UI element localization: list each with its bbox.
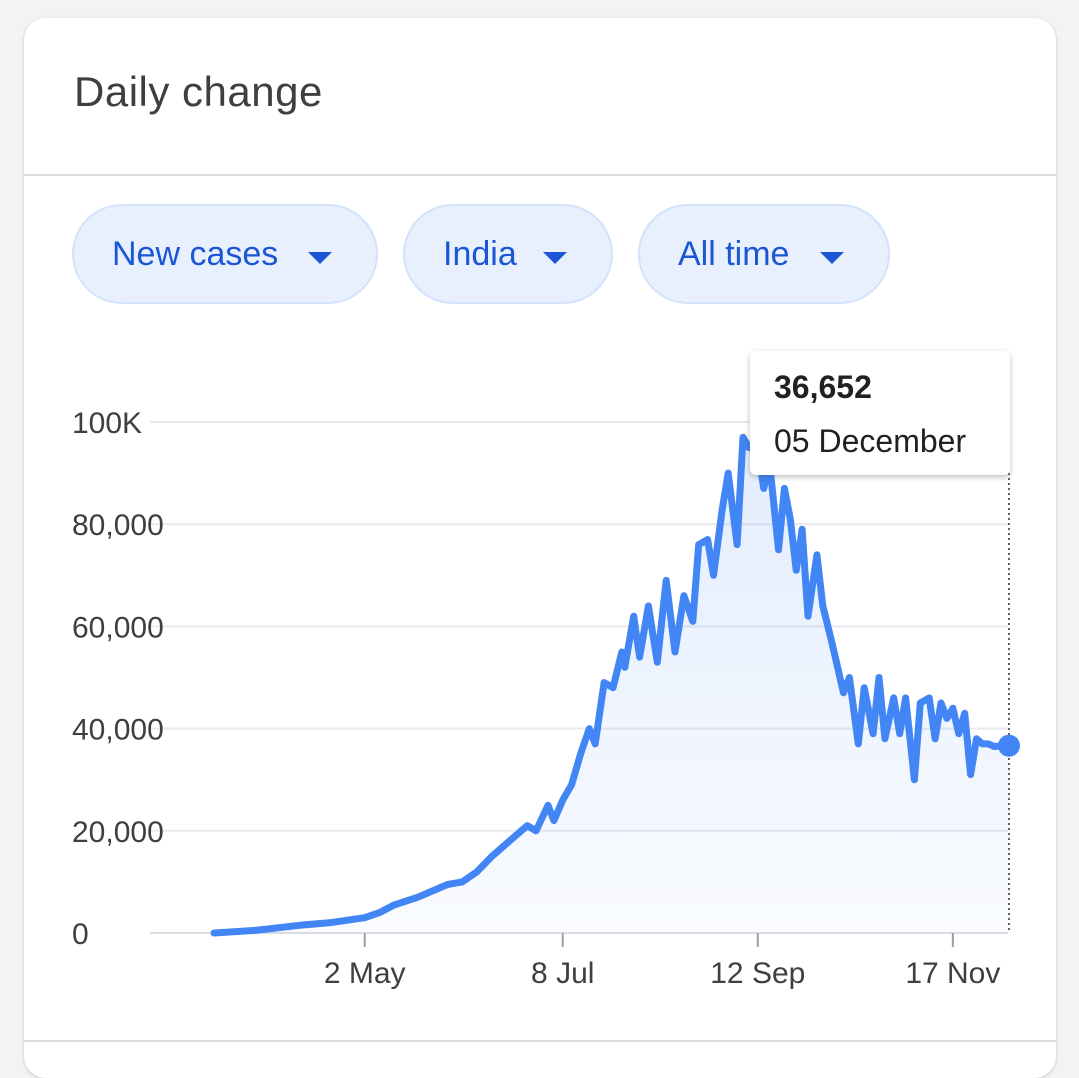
- metric-dropdown[interactable]: New cases: [72, 204, 378, 304]
- y-tick-label: 100K: [72, 407, 142, 440]
- x-tick-label: 8 Jul: [531, 957, 594, 990]
- range-dropdown[interactable]: All time: [638, 204, 890, 304]
- series-line: [210, 433, 1013, 937]
- hover-point: [998, 734, 1020, 757]
- x-tick-label: 2 May: [324, 957, 406, 990]
- header-divider: [24, 174, 1056, 176]
- metric-dropdown-label: New cases: [112, 234, 279, 273]
- caret-down-icon: [308, 252, 332, 264]
- range-dropdown-label: All time: [678, 234, 790, 273]
- y-axis-labels: 0 20,000 40,000 60,000 80,000 100K: [72, 407, 164, 951]
- region-dropdown-label: India: [443, 234, 517, 273]
- series-area: [214, 437, 1009, 933]
- y-tick-label: 0: [72, 918, 89, 951]
- caret-down-icon: [820, 252, 844, 264]
- y-tick-label: 60,000: [72, 611, 164, 644]
- tooltip-date: 05 December: [774, 423, 967, 459]
- x-tick-label: 17 Nov: [905, 957, 1000, 990]
- daily-change-chart[interactable]: 0 20,000 40,000 60,000 80,000 100K 2 May 8 Jul…: [24, 18, 1056, 1078]
- y-tick-label: 80,000: [72, 509, 164, 542]
- footer-divider: [24, 1040, 1056, 1042]
- y-tick-label: 40,000: [72, 714, 164, 747]
- y-tick-label: 20,000: [72, 816, 164, 849]
- x-axis-labels: 2 May 8 Jul 12 Sep 17 Nov: [324, 933, 1000, 990]
- daily-change-card: Daily change New cases India All time 0 2…: [24, 18, 1056, 1078]
- caret-down-icon: [543, 252, 567, 264]
- tooltip-value: 36,652: [774, 369, 872, 405]
- card-title: Daily change: [74, 68, 323, 115]
- x-tick-label: 12 Sep: [710, 957, 805, 990]
- chart-tooltip: 36,652 05 December: [750, 351, 1010, 475]
- region-dropdown[interactable]: India: [403, 204, 613, 304]
